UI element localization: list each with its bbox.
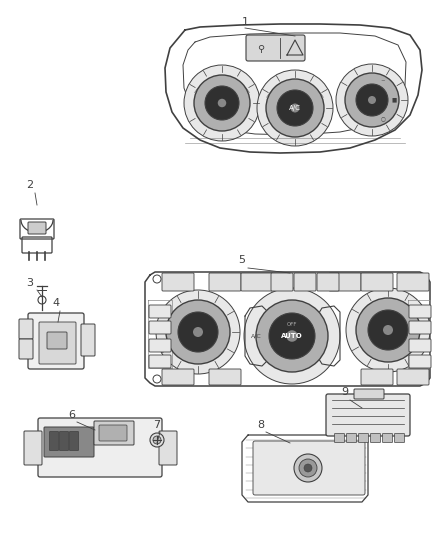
Circle shape: [294, 454, 322, 482]
Circle shape: [414, 275, 422, 283]
FancyBboxPatch shape: [335, 433, 345, 442]
FancyBboxPatch shape: [253, 441, 365, 495]
FancyBboxPatch shape: [162, 369, 194, 385]
Circle shape: [166, 300, 230, 364]
FancyBboxPatch shape: [241, 273, 273, 291]
FancyBboxPatch shape: [246, 35, 305, 61]
Circle shape: [156, 290, 240, 374]
FancyBboxPatch shape: [409, 305, 431, 318]
FancyBboxPatch shape: [271, 273, 293, 291]
Circle shape: [277, 90, 313, 126]
Circle shape: [286, 330, 298, 342]
Circle shape: [193, 327, 203, 337]
Text: 5: 5: [239, 255, 246, 265]
FancyBboxPatch shape: [39, 322, 76, 364]
FancyBboxPatch shape: [361, 273, 393, 291]
Text: A/C: A/C: [289, 105, 301, 111]
FancyBboxPatch shape: [397, 273, 429, 291]
FancyBboxPatch shape: [409, 355, 431, 368]
Circle shape: [218, 99, 226, 107]
FancyBboxPatch shape: [361, 369, 393, 385]
Circle shape: [290, 103, 300, 112]
Circle shape: [356, 298, 420, 362]
FancyBboxPatch shape: [371, 433, 381, 442]
Text: ⚲: ⚲: [258, 44, 265, 54]
Circle shape: [368, 96, 376, 104]
Circle shape: [153, 375, 161, 383]
Circle shape: [194, 75, 250, 131]
FancyBboxPatch shape: [346, 433, 357, 442]
Circle shape: [257, 70, 333, 146]
Circle shape: [256, 300, 328, 372]
Text: 3: 3: [27, 278, 33, 288]
Circle shape: [150, 433, 164, 447]
Circle shape: [244, 288, 340, 384]
Circle shape: [368, 310, 408, 350]
Circle shape: [153, 436, 161, 444]
FancyBboxPatch shape: [44, 427, 94, 457]
FancyBboxPatch shape: [47, 332, 67, 349]
FancyBboxPatch shape: [38, 418, 162, 477]
FancyBboxPatch shape: [49, 432, 59, 450]
Circle shape: [153, 275, 161, 283]
Circle shape: [269, 313, 315, 359]
Text: ~: ~: [381, 78, 385, 84]
Text: ○: ○: [381, 117, 385, 122]
FancyBboxPatch shape: [409, 321, 431, 334]
FancyBboxPatch shape: [294, 273, 316, 291]
FancyBboxPatch shape: [317, 273, 339, 291]
Circle shape: [383, 325, 393, 335]
FancyBboxPatch shape: [395, 433, 405, 442]
Text: ■: ■: [392, 98, 397, 102]
Text: 8: 8: [258, 420, 265, 430]
FancyBboxPatch shape: [209, 369, 241, 385]
FancyBboxPatch shape: [409, 339, 431, 352]
FancyBboxPatch shape: [209, 273, 241, 291]
Circle shape: [346, 288, 430, 372]
FancyBboxPatch shape: [326, 394, 410, 436]
Circle shape: [299, 459, 317, 477]
FancyBboxPatch shape: [354, 389, 384, 399]
Circle shape: [336, 64, 408, 136]
Text: 7: 7: [153, 420, 161, 430]
FancyBboxPatch shape: [99, 425, 127, 441]
FancyBboxPatch shape: [70, 432, 78, 450]
Circle shape: [184, 65, 260, 141]
Circle shape: [178, 312, 218, 352]
FancyBboxPatch shape: [329, 273, 361, 291]
Circle shape: [266, 79, 324, 137]
Text: OFF: OFF: [287, 322, 297, 327]
Text: 2: 2: [26, 180, 34, 190]
FancyBboxPatch shape: [149, 339, 171, 352]
FancyBboxPatch shape: [358, 433, 368, 442]
FancyBboxPatch shape: [19, 319, 33, 339]
FancyBboxPatch shape: [382, 433, 392, 442]
Text: A/C: A/C: [251, 334, 261, 338]
Text: 4: 4: [53, 298, 60, 308]
Text: 9: 9: [342, 387, 349, 397]
Text: AUTO: AUTO: [281, 333, 303, 339]
FancyBboxPatch shape: [159, 431, 177, 465]
Circle shape: [345, 73, 399, 127]
Text: 1: 1: [241, 17, 248, 27]
FancyBboxPatch shape: [19, 339, 33, 359]
FancyBboxPatch shape: [94, 421, 134, 445]
FancyBboxPatch shape: [162, 273, 194, 291]
Circle shape: [356, 84, 388, 116]
Circle shape: [304, 464, 312, 472]
Circle shape: [205, 86, 239, 120]
FancyBboxPatch shape: [149, 321, 171, 334]
FancyBboxPatch shape: [60, 432, 68, 450]
FancyBboxPatch shape: [24, 431, 42, 465]
FancyBboxPatch shape: [28, 222, 46, 234]
FancyBboxPatch shape: [397, 369, 429, 385]
FancyBboxPatch shape: [149, 305, 171, 318]
FancyBboxPatch shape: [81, 324, 95, 356]
Circle shape: [414, 375, 422, 383]
Text: 6: 6: [68, 410, 75, 420]
FancyBboxPatch shape: [149, 355, 171, 368]
FancyBboxPatch shape: [28, 313, 84, 369]
